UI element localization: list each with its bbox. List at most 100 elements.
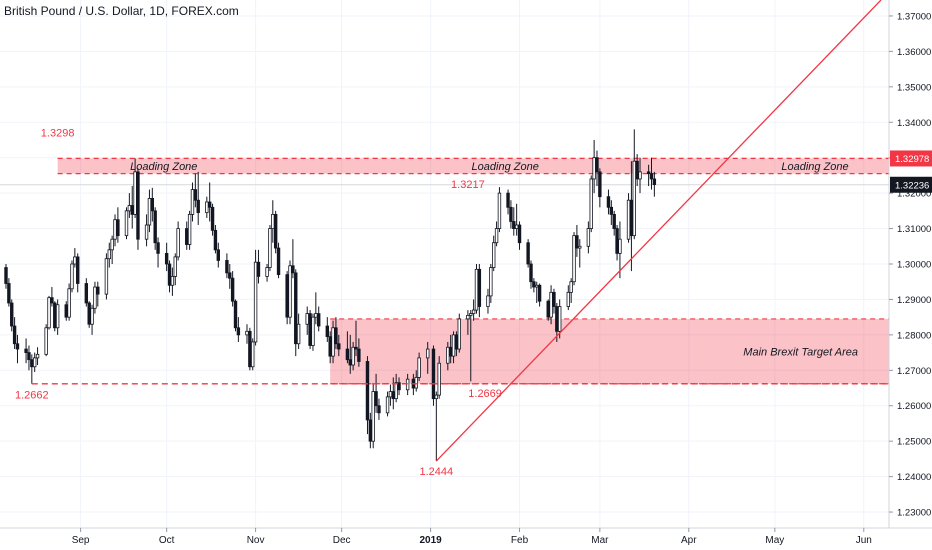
price-tick-label: 1.37000 [897, 11, 931, 22]
candle [253, 249, 258, 346]
candle [7, 278, 11, 307]
candle-body [566, 291, 570, 307]
candle-body [532, 281, 536, 288]
candle-body [90, 307, 94, 325]
price-tick-label: 1.32000 [897, 189, 931, 200]
candle [251, 338, 255, 371]
time-tick-label: May [765, 535, 784, 546]
candle-body [325, 325, 330, 338]
price-tag-bg [890, 150, 932, 167]
candle [431, 345, 436, 406]
candle-body [228, 272, 232, 279]
candle-body [595, 157, 599, 173]
candle [87, 301, 91, 328]
candle-body [104, 258, 109, 295]
candle [67, 283, 71, 321]
candle-body [394, 382, 398, 400]
candle-body [27, 352, 31, 361]
candle [285, 271, 289, 325]
candle-body [469, 313, 473, 316]
candle [248, 327, 252, 371]
candle-body [526, 242, 530, 265]
candle-body [471, 309, 476, 315]
candle-body [96, 286, 100, 295]
candle [609, 200, 614, 226]
candle [552, 288, 556, 314]
candle [55, 299, 60, 335]
price-tag: 1.32978 [890, 150, 932, 167]
candle-body [15, 343, 20, 350]
candle [130, 186, 134, 229]
price-label: 1.2669 [468, 388, 502, 400]
candle-body [153, 210, 157, 244]
candle-body [512, 221, 516, 229]
candle-body [76, 256, 80, 284]
candle [35, 347, 40, 365]
candle [492, 235, 496, 272]
candle [506, 189, 510, 215]
candle [572, 232, 576, 286]
candle-body [646, 171, 651, 175]
chart-title: British Pound / U.S. Dollar, 1D, FOREX.c… [4, 4, 239, 18]
trendline [435, 0, 882, 462]
candle [649, 157, 654, 190]
candle [466, 310, 470, 335]
candle-body [437, 362, 441, 396]
candle [426, 341, 430, 374]
candle-body [477, 268, 482, 307]
candle-body [374, 391, 378, 407]
candle-body [546, 300, 550, 318]
candle-body [47, 297, 51, 329]
candle-body [107, 249, 111, 260]
candle-body [230, 277, 235, 302]
candle-body [308, 313, 312, 346]
candle [213, 225, 218, 254]
time-tick-label: Jun [856, 535, 872, 546]
candle [147, 189, 152, 233]
time-tick-label: Sep [72, 535, 90, 546]
candle-body [414, 376, 418, 389]
candle [514, 203, 519, 236]
candle [325, 317, 330, 342]
price-tick-label: 1.30000 [897, 260, 931, 271]
candle-body [173, 256, 177, 277]
candle [578, 239, 582, 268]
candle-body [529, 263, 533, 283]
candle [230, 271, 235, 307]
candle-body [170, 276, 175, 286]
candle [4, 264, 8, 289]
candle-body [190, 189, 195, 215]
candle-body [371, 391, 375, 442]
zone-label: Loading Zone [472, 161, 539, 173]
candle [529, 260, 533, 289]
candle [569, 278, 573, 303]
candle [615, 225, 619, 261]
candle-body [205, 201, 209, 214]
candle [70, 260, 74, 293]
candle-body [213, 229, 218, 251]
candle [150, 187, 155, 222]
candle-body [248, 330, 252, 368]
price-tick-label: 1.27000 [897, 366, 931, 377]
candle [136, 168, 140, 250]
candle-body [35, 353, 40, 359]
time-tick-label: Dec [333, 535, 351, 546]
candle [173, 253, 177, 286]
candle-body [454, 334, 459, 350]
candle-body [30, 359, 34, 368]
candle-body [578, 245, 582, 249]
candle [170, 267, 175, 296]
candle-body [73, 256, 77, 265]
candle-body [70, 263, 74, 290]
candle [265, 264, 269, 282]
time-tick-label: Apr [681, 535, 697, 546]
candle-body [337, 343, 341, 350]
candle-body [632, 160, 636, 237]
price-tick-label: 1.25000 [897, 437, 931, 448]
candle-body [124, 210, 129, 237]
candle [397, 377, 401, 396]
candle [47, 295, 51, 330]
candle [96, 281, 100, 307]
price-tick-label: 1.24000 [897, 472, 931, 483]
